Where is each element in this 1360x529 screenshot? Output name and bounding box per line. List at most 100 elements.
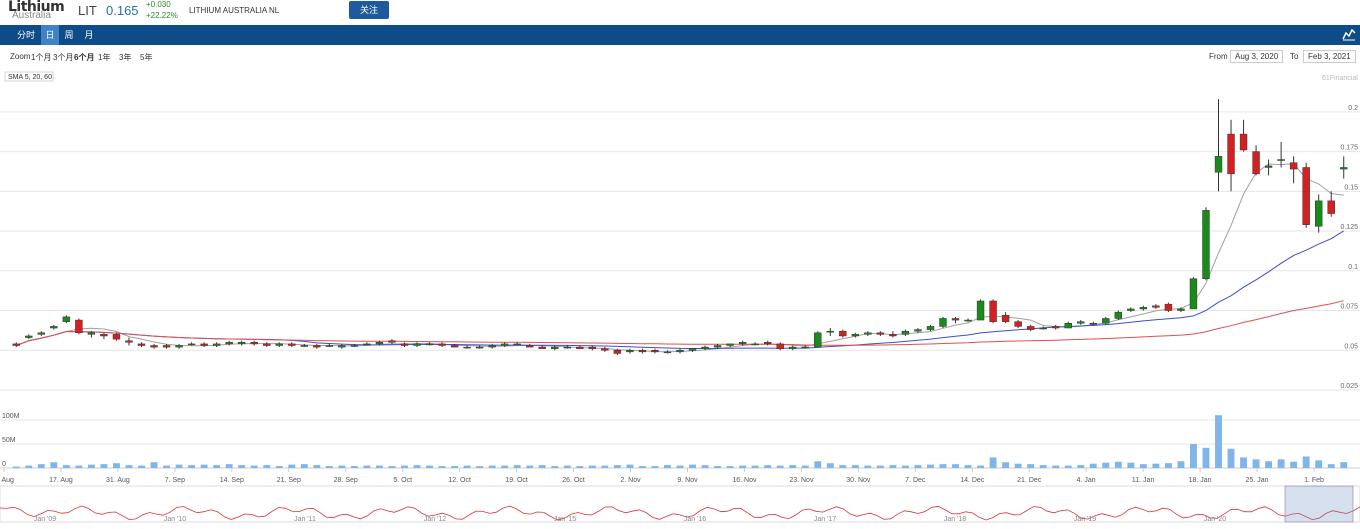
x-tick-label: 17. Aug bbox=[49, 477, 73, 484]
indicator-legend: SMA 5, 20, 60 bbox=[8, 74, 52, 81]
candle-body bbox=[738, 342, 747, 345]
from-date-input[interactable]: Aug 3, 2020 bbox=[1230, 50, 1284, 63]
candle-body bbox=[1089, 322, 1097, 325]
candle-body bbox=[864, 332, 872, 335]
sma5-line bbox=[16, 163, 1344, 353]
candle-body bbox=[212, 343, 221, 346]
watermark: 61Financial bbox=[1322, 75, 1358, 82]
volume-bar bbox=[438, 466, 446, 468]
candle-body bbox=[363, 343, 371, 346]
volume-bar bbox=[989, 457, 997, 468]
candle-body bbox=[150, 345, 158, 348]
sma60-line bbox=[16, 300, 1344, 346]
candle-body bbox=[713, 345, 722, 348]
volume-bar bbox=[613, 465, 621, 468]
candle-body bbox=[1052, 326, 1060, 329]
volume-bar bbox=[601, 465, 609, 468]
navigator-label: Jan '17 bbox=[814, 516, 836, 523]
candle-body bbox=[663, 351, 672, 354]
volume-bar bbox=[1102, 462, 1110, 468]
navigator-series bbox=[0, 505, 1360, 521]
x-tick-label: 26. Oct bbox=[562, 477, 585, 484]
volume-bar bbox=[927, 464, 934, 468]
volume-bar bbox=[350, 466, 358, 468]
navigator-window bbox=[1284, 485, 1354, 523]
navigator-label: Jan '10 bbox=[164, 516, 186, 523]
candle-body bbox=[1039, 327, 1047, 330]
volume-bar bbox=[789, 465, 797, 468]
x-tick-label: 12. Oct bbox=[448, 477, 471, 484]
candle-body bbox=[901, 330, 910, 335]
volume-bar bbox=[701, 465, 709, 468]
x-tick-label: 7. Sep bbox=[165, 477, 185, 484]
x-tick-label: 2. Nov bbox=[620, 477, 641, 484]
volume-bar bbox=[501, 465, 509, 468]
candle-body bbox=[751, 343, 759, 346]
volume-bar bbox=[413, 465, 421, 468]
volume-bar bbox=[1202, 447, 1210, 468]
candle-body bbox=[776, 343, 784, 349]
candle-body bbox=[789, 346, 797, 349]
volume-bar bbox=[1052, 465, 1060, 468]
candle-body bbox=[1289, 162, 1298, 170]
line-chart-icon[interactable] bbox=[1342, 27, 1356, 41]
x-tick-label: 21. Sep bbox=[277, 477, 301, 484]
candle-body bbox=[62, 316, 71, 322]
volume-bar bbox=[1177, 461, 1185, 468]
volume-bar bbox=[250, 465, 258, 468]
candle-body bbox=[1202, 210, 1210, 279]
candle-body bbox=[400, 343, 409, 346]
volume-bar bbox=[526, 465, 534, 468]
volume-bar bbox=[977, 465, 985, 468]
zoom-5y[interactable]: 5年 bbox=[140, 53, 153, 62]
x-tick-label: 25. Jan bbox=[1246, 477, 1269, 484]
candle-body bbox=[851, 334, 860, 337]
volume-bar bbox=[401, 465, 408, 468]
volume-bar bbox=[1252, 459, 1260, 468]
candle-body bbox=[488, 345, 496, 348]
to-date-input[interactable]: Feb 3, 2021 bbox=[1303, 50, 1356, 63]
x-tick-label: 30. Nov bbox=[846, 477, 871, 484]
volume-bar bbox=[513, 465, 521, 468]
price-change: +0.030 +22.22% bbox=[146, 0, 178, 21]
volume-bar bbox=[1027, 464, 1035, 468]
volume-bar bbox=[113, 463, 120, 468]
volume-bar bbox=[275, 466, 283, 468]
volume-bar bbox=[1277, 459, 1285, 468]
volume-bar bbox=[37, 464, 45, 468]
navigator-label: Jan '12 bbox=[424, 516, 446, 523]
candle-body bbox=[87, 332, 96, 335]
tab-monthly[interactable]: 月 bbox=[84, 30, 94, 40]
candle-body bbox=[100, 334, 108, 337]
volume-tick-label: 0 bbox=[2, 461, 6, 468]
candle-body bbox=[237, 342, 246, 345]
candle-body bbox=[1001, 315, 1010, 322]
volume-bar bbox=[263, 465, 271, 468]
navigator-label: Jan '19 bbox=[1074, 516, 1096, 523]
zoom-3m[interactable]: 3个月 bbox=[53, 53, 74, 62]
zoom-1y[interactable]: 1年 bbox=[98, 53, 111, 62]
volume-bar bbox=[75, 465, 83, 468]
tab-daily[interactable]: 日 bbox=[41, 25, 59, 45]
volume-bar bbox=[1139, 464, 1147, 468]
candle-body bbox=[626, 350, 634, 353]
zoom-1m[interactable]: 1个月 bbox=[31, 53, 52, 62]
navigator-frame bbox=[0, 485, 1360, 523]
zoom-6m[interactable]: 6个月 bbox=[74, 53, 95, 62]
volume-bar bbox=[375, 465, 383, 468]
volume-bar bbox=[50, 462, 58, 468]
candle-body bbox=[1214, 156, 1223, 173]
volume-bar bbox=[1114, 461, 1122, 468]
tab-weekly[interactable]: 周 bbox=[64, 30, 74, 40]
candle-body bbox=[388, 340, 396, 343]
candle-body bbox=[1340, 167, 1348, 170]
follow-button[interactable]: 关注 bbox=[349, 1, 389, 19]
volume-bar bbox=[939, 464, 947, 468]
tab-intraday[interactable]: 分时 bbox=[16, 30, 35, 40]
volume-bar bbox=[588, 465, 596, 468]
volume-bar bbox=[563, 465, 571, 468]
zoom-3y[interactable]: 3年 bbox=[119, 53, 132, 62]
last-price: 0.165 bbox=[106, 3, 139, 18]
volume-bar bbox=[889, 465, 897, 468]
candle-body bbox=[125, 340, 133, 343]
